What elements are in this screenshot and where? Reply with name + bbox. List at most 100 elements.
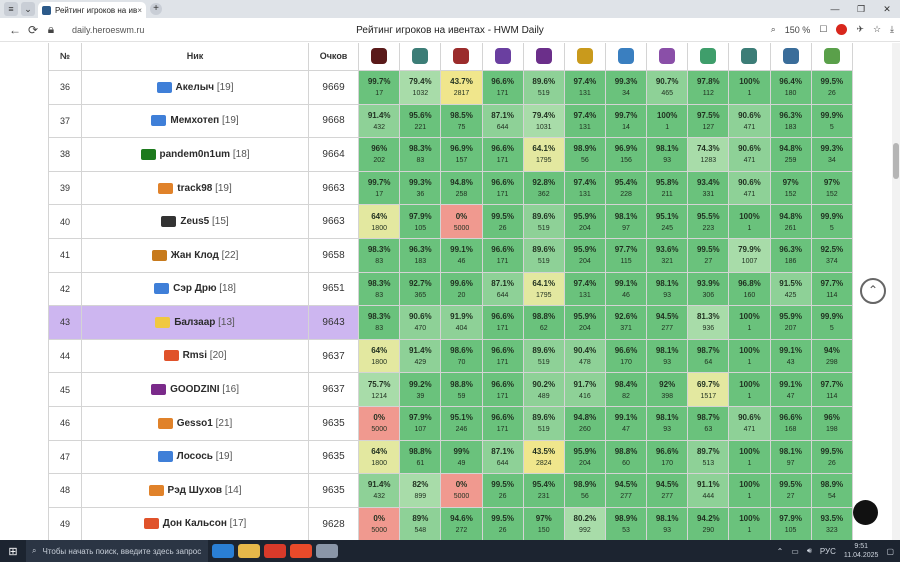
stat-percent: 92% <box>659 379 676 389</box>
player-cell[interactable]: GOODZINI [16] <box>81 372 309 407</box>
player-cell[interactable]: Дон Кальсон [17] <box>81 506 309 540</box>
reload-icon[interactable]: ⟳ <box>27 22 39 37</box>
taskbar-search[interactable]: ⌕ Чтобы начать поиск, введите здесь запр… <box>26 540 208 562</box>
player-cell[interactable]: Лосось [19] <box>81 439 309 475</box>
col-header-num[interactable]: № <box>47 43 83 71</box>
player-name[interactable]: Жан Клод <box>170 249 219 261</box>
maximize-icon[interactable]: ❐ <box>856 3 866 14</box>
player-cell[interactable]: Балзаар [13] <box>81 305 309 340</box>
zoom-icon[interactable]: ⌕ <box>770 24 776 34</box>
stat-count: 228 <box>620 191 632 199</box>
stat-cell: 81.3% 936 <box>687 305 730 340</box>
browser-tab[interactable]: Рейтинг игроков на ив × <box>38 2 146 18</box>
stat-cell: 100% 1 <box>728 338 771 374</box>
player-cell[interactable]: Сэр Дрю [18] <box>81 271 309 307</box>
col-header-item[interactable] <box>604 43 648 71</box>
player-cell[interactable]: track98 [19] <box>81 170 309 206</box>
close-tab-icon[interactable]: × <box>137 5 142 15</box>
yandex-app-icon[interactable] <box>264 544 286 558</box>
new-tab-button[interactable]: + <box>150 3 162 15</box>
browser-tab-strip: ≡ ⌄ Рейтинг игроков на ив × + — ❐ ✕ <box>0 0 900 18</box>
player-name[interactable]: Акелыч <box>175 81 215 93</box>
close-window-icon[interactable]: ✕ <box>883 3 891 14</box>
score-cell: 9635 <box>307 439 360 475</box>
player-name[interactable]: Rmsi <box>182 350 208 362</box>
col-header-item[interactable] <box>481 43 524 71</box>
col-header-item[interactable] <box>399 43 442 71</box>
network-icon[interactable]: ▭ <box>791 546 799 556</box>
player-name[interactable]: Gesso1 <box>176 417 213 429</box>
stat-count: 27 <box>704 258 713 266</box>
player-name[interactable]: Рэд Шухов <box>167 484 223 496</box>
stat-cell: 90.6% 471 <box>728 137 771 172</box>
stat-percent: 98.7% <box>696 346 720 356</box>
player-cell[interactable]: Gesso1 [21] <box>81 405 309 441</box>
col-header-item[interactable] <box>810 43 854 71</box>
zoom-level[interactable]: 150 % <box>784 24 811 35</box>
col-header-item[interactable] <box>563 43 606 71</box>
windows-start-icon[interactable]: ⊞ <box>8 545 18 558</box>
reader-icon[interactable]: ☐ <box>819 24 828 34</box>
window-menu-icon[interactable]: ≡ <box>4 2 18 16</box>
player-cell[interactable]: Жан Клод [22] <box>81 237 309 273</box>
stat-percent: 79.4% <box>532 110 556 120</box>
player-cell[interactable]: pandem0n1um [18] <box>81 137 309 172</box>
notifications-icon[interactable]: ▢ <box>886 546 894 556</box>
col-header-item[interactable] <box>440 43 483 71</box>
col-header-nick[interactable]: Ник <box>81 43 309 71</box>
volume-icon[interactable]: 🔊︎ <box>806 546 812 555</box>
stat-percent: 97% <box>535 514 552 524</box>
window-app-icon[interactable] <box>316 544 338 558</box>
back-icon[interactable]: ← <box>9 22 21 37</box>
yandex-browser-app-icon[interactable] <box>290 544 312 558</box>
tray-chevron-icon[interactable]: ⌃ <box>776 546 784 556</box>
player-cell[interactable]: Мемхотеп [19] <box>81 103 309 139</box>
stat-percent: 97.4% <box>573 178 597 188</box>
player-level: [19] <box>216 81 234 93</box>
url-field[interactable]: daily.heroeswm.ru <box>72 24 145 35</box>
col-header-item[interactable] <box>522 43 565 71</box>
player-name[interactable]: Дон Кальсон <box>162 518 227 530</box>
stat-cell: 99.3% 34 <box>810 137 854 172</box>
col-header-score[interactable]: Очков <box>307 43 360 71</box>
minimize-icon[interactable]: — <box>830 3 840 14</box>
player-cell[interactable]: Zeus5 [15] <box>81 204 309 239</box>
player-name[interactable]: Балзаар <box>174 317 216 329</box>
stat-percent: 98.1% <box>655 278 679 288</box>
stat-percent: 94.6% <box>450 514 473 524</box>
stat-count: 115 <box>620 258 632 266</box>
col-header-item[interactable] <box>358 43 401 71</box>
player-name[interactable]: GOODZINI <box>170 384 220 396</box>
player-name[interactable]: track98 <box>177 182 213 194</box>
stat-percent: 98.3% <box>367 312 391 322</box>
col-header-item[interactable] <box>728 43 771 71</box>
tab-list-icon[interactable]: ⌄ <box>21 2 35 16</box>
col-header-item[interactable] <box>687 43 730 71</box>
extension-icon[interactable] <box>836 24 848 35</box>
explorer-app-icon[interactable] <box>238 544 260 558</box>
player-name[interactable]: Лосось <box>176 451 213 463</box>
player-cell[interactable]: Акелыч [19] <box>81 70 309 105</box>
downloads-icon[interactable]: ⤓ <box>890 24 894 34</box>
edge-app-icon[interactable] <box>212 544 234 558</box>
floating-action-button[interactable] <box>853 500 878 525</box>
player-name[interactable]: Мемхотеп <box>170 115 220 127</box>
player-name[interactable]: Zeus5 <box>180 216 210 228</box>
stat-count: 47 <box>622 426 630 434</box>
scrollbar-thumb[interactable] <box>893 143 899 179</box>
page-scrollbar[interactable] <box>892 43 900 540</box>
player-name[interactable]: pandem0n1um <box>159 149 231 161</box>
scroll-to-top-button[interactable]: ⌃ <box>860 278 886 304</box>
player-cell[interactable]: Рэд Шухов [14] <box>81 473 309 508</box>
stat-count: 1517 <box>700 392 717 400</box>
bookmark-icon[interactable]: ☆ <box>872 24 882 34</box>
language-indicator[interactable]: РУС <box>819 546 836 556</box>
col-header-item[interactable] <box>769 43 812 71</box>
pin-icon[interactable]: ✈ <box>856 24 864 34</box>
stat-cell: 93.4% 331 <box>687 170 730 206</box>
col-header-item[interactable] <box>646 43 689 71</box>
player-cell[interactable]: Rmsi [20] <box>81 338 309 374</box>
clock[interactable]: 9:51 11.04.2025 <box>844 542 879 560</box>
player-name[interactable]: Сэр Дрю <box>173 283 217 295</box>
stat-cell: 98.1% 93 <box>646 271 689 307</box>
